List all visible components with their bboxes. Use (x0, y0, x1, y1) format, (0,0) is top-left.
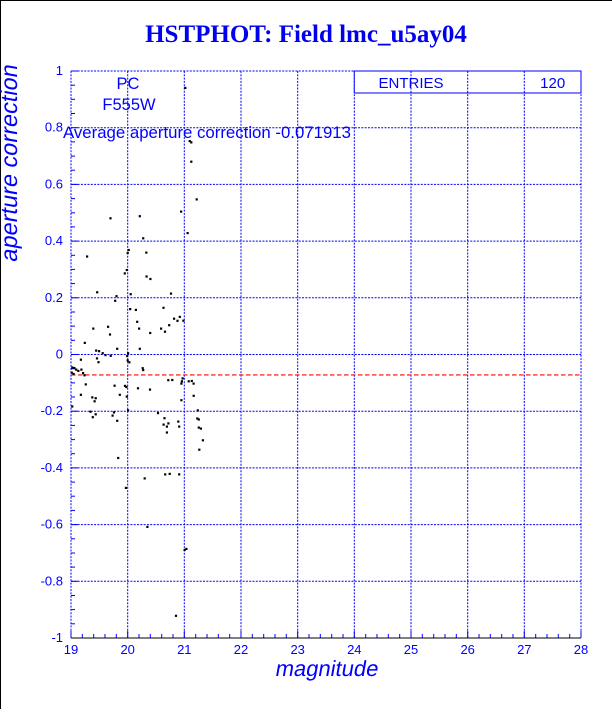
svg-text:27: 27 (517, 642, 531, 657)
svg-text:19: 19 (64, 642, 78, 657)
svg-text:28: 28 (574, 642, 588, 657)
svg-text:-0.8: -0.8 (41, 573, 63, 588)
svg-text:-0.4: -0.4 (41, 460, 63, 475)
svg-text:-0.6: -0.6 (41, 517, 63, 532)
svg-text:F555W: F555W (102, 96, 156, 114)
svg-text:0: 0 (56, 347, 63, 362)
svg-text:25: 25 (404, 642, 418, 657)
svg-text:0.6: 0.6 (45, 176, 63, 191)
svg-text:23: 23 (290, 642, 304, 657)
svg-text:0.4: 0.4 (45, 233, 63, 248)
svg-text:magnitude: magnitude (274, 656, 381, 681)
svg-text:20: 20 (120, 642, 134, 657)
svg-text:ENTRIES: ENTRIES (378, 75, 443, 92)
svg-text:-0.2: -0.2 (41, 403, 63, 418)
svg-text:24: 24 (347, 642, 361, 657)
svg-text:aperture correction: aperture correction (0, 62, 23, 264)
svg-text:PC: PC (117, 75, 140, 93)
svg-text:0.8: 0.8 (45, 120, 63, 135)
svg-text:21: 21 (177, 642, 191, 657)
svg-text:22: 22 (234, 642, 248, 657)
svg-text:Average aperture correction -0: Average aperture correction -0.071913 (63, 123, 351, 142)
svg-text:1: 1 (56, 63, 63, 78)
svg-text:120: 120 (540, 75, 565, 92)
svg-text:HSTPHOT: Field lmc_u5ay04: HSTPHOT: Field lmc_u5ay04 (145, 21, 467, 48)
svg-text:26: 26 (460, 642, 474, 657)
svg-text:0.2: 0.2 (45, 290, 63, 305)
svg-text:-1: -1 (51, 630, 63, 645)
